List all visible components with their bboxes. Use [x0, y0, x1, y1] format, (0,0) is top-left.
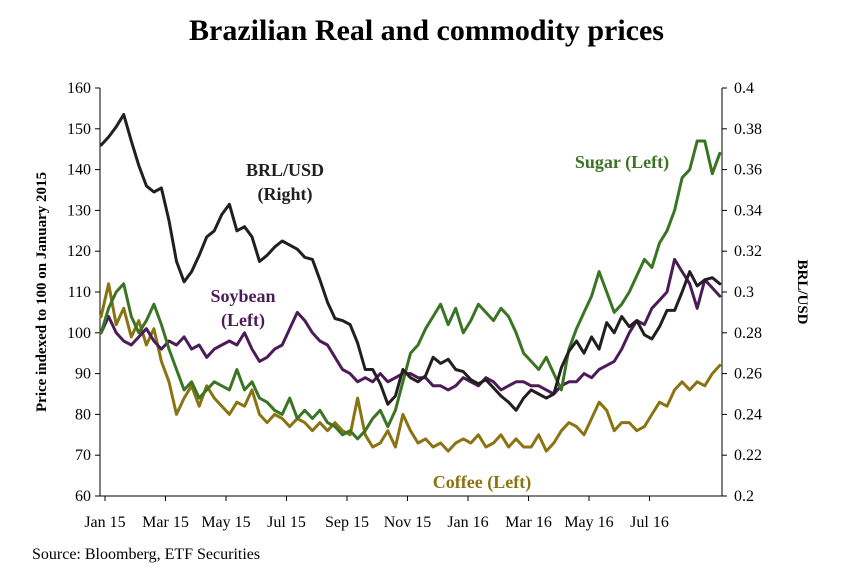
right-tick-label: 0.34 — [734, 202, 762, 219]
left-tick-label: 130 — [67, 202, 91, 219]
right-tick-label: 0.32 — [734, 243, 762, 260]
series-label-brl-usd: BRL/USD — [246, 160, 324, 180]
right-axis-title: BRL/USD — [794, 259, 810, 324]
left-tick-label: 120 — [67, 243, 91, 260]
chart-title: Brazilian Real and commodity prices — [189, 14, 664, 47]
series-label-soybean: Soybean — [210, 286, 275, 306]
left-tick-label: 60 — [75, 488, 91, 505]
right-tick-label: 0.38 — [734, 121, 762, 138]
left-tick-label: 140 — [67, 162, 91, 179]
series-label-soybean: (Left) — [221, 310, 265, 331]
x-tick-label: May 15 — [201, 514, 250, 531]
right-tick-label: 0.22 — [734, 447, 762, 464]
series-label-brl-usd: (Right) — [258, 184, 313, 205]
x-tick-label: May 16 — [564, 514, 613, 531]
x-tick-label: Jan 16 — [447, 514, 488, 531]
chart-source: Source: Bloomberg, ETF Securities — [32, 546, 261, 563]
series-line-soybean — [99, 257, 722, 396]
x-tick-label: Mar 15 — [142, 514, 189, 531]
x-tick-label: Jul 15 — [267, 514, 306, 531]
left-tick-label: 80 — [75, 406, 91, 423]
x-tick-label: Jul 16 — [630, 514, 669, 531]
right-tick-label: 0.2 — [734, 488, 754, 505]
right-tick-label: 0.36 — [734, 162, 762, 179]
left-tick-label: 70 — [75, 447, 91, 464]
left-tick-label: 150 — [67, 121, 91, 138]
labels-layer: Price indexed to 100 on January 2015 BRL… — [34, 152, 810, 493]
right-tick-label: 0.4 — [734, 80, 754, 97]
ticks-layer: 60 70 80 90 100 110 120 130 140 150 160 0.2 0.22 0.24… — [67, 80, 762, 531]
x-tick-label: Jan 15 — [84, 514, 125, 531]
series-label-coffee: Coffee (Left) — [433, 472, 531, 493]
series-line-brl-usd — [99, 113, 722, 412]
series-layer — [99, 113, 722, 453]
left-tick-label: 90 — [75, 366, 91, 383]
x-tick-label: Mar 16 — [505, 514, 552, 531]
x-tick-label: Nov 15 — [384, 514, 432, 531]
left-tick-label: 110 — [68, 284, 91, 301]
right-tick-label: 0.24 — [734, 406, 762, 423]
right-tick-label: 0.28 — [734, 325, 762, 342]
x-tick-label: Sep 15 — [325, 514, 369, 531]
left-tick-label: 160 — [67, 80, 91, 97]
right-tick-label: 0.3 — [734, 284, 754, 301]
left-tick-label: 100 — [67, 325, 91, 342]
series-line-coffee — [99, 282, 722, 453]
series-line-sugar — [99, 139, 722, 441]
left-axis-title: Price indexed to 100 on January 2015 — [34, 172, 50, 412]
series-label-sugar: Sugar (Left) — [575, 152, 669, 173]
right-tick-label: 0.26 — [734, 366, 762, 383]
